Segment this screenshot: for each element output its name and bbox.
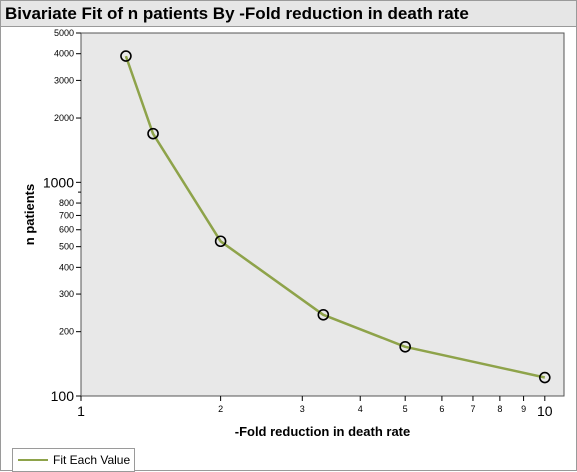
x-axis-label: -Fold reduction in death rate (235, 424, 411, 439)
y-tick-label: 5000 (54, 28, 74, 38)
y-tick-label: 100 (51, 388, 75, 404)
y-tick-label: 2000 (54, 113, 74, 123)
y-tick-label: 1000 (43, 174, 74, 190)
data-point (399, 340, 411, 353)
data-point (147, 127, 159, 140)
legend-swatch (18, 459, 48, 461)
y-tick-label: 600 (59, 225, 74, 235)
x-tick-label: 4 (358, 404, 363, 414)
y-axis-label: n patients (22, 184, 37, 245)
x-tick-label: 7 (470, 404, 475, 414)
legend: Fit Each Value (12, 448, 135, 472)
x-tick-label: 9 (521, 404, 526, 414)
y-tick-label: 200 (59, 327, 74, 337)
plot-area (80, 32, 565, 397)
x-tick-label: 10 (537, 403, 553, 419)
y-tick-label: 400 (59, 262, 74, 272)
data-point (317, 308, 330, 321)
y-tick-label: 300 (59, 289, 74, 299)
chart-title: Bivariate Fit of n patients By -Fold red… (5, 4, 469, 23)
data-point (214, 235, 227, 248)
y-tick-label: 3000 (54, 75, 74, 85)
y-tick-label: 4000 (54, 49, 74, 59)
y-tick-label: 800 (59, 198, 74, 208)
y-tick-label: 700 (59, 210, 74, 220)
x-tick-label: 3 (300, 404, 305, 414)
title-bar: Bivariate Fit of n patients By -Fold red… (1, 1, 576, 27)
y-tick-label: 500 (59, 242, 74, 252)
x-tick-label: 6 (439, 404, 444, 414)
x-tick-label: 2 (218, 404, 223, 414)
x-tick-label: 1 (77, 403, 85, 419)
legend-label: Fit Each Value (53, 453, 131, 467)
x-tick-label: 5 (403, 404, 408, 414)
data-point (539, 371, 551, 384)
series-line (124, 55, 546, 379)
data-point (120, 50, 132, 62)
x-tick-label: 8 (497, 404, 502, 414)
